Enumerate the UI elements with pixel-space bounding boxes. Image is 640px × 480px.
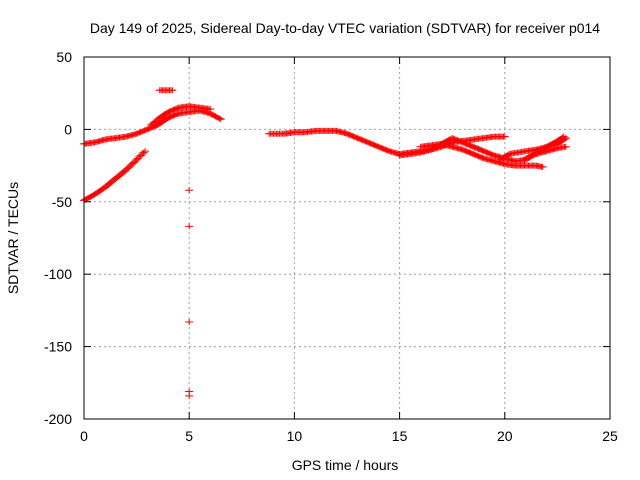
y-tick-label: -100 [44, 266, 72, 282]
data-point [206, 106, 215, 113]
tick-labels: 0 5 10 15 20 25 50 0 -50 -100 -150 -200 [44, 49, 618, 444]
data-point [185, 223, 194, 230]
data-point [215, 115, 224, 122]
y-axis-label: SDTVAR / TECUs [5, 182, 21, 294]
grid [84, 57, 610, 419]
data-point [185, 318, 194, 325]
y-tick-label: 50 [56, 49, 72, 65]
data-point [216, 116, 225, 123]
x-tick-label: 15 [392, 428, 408, 444]
x-tick-label: 20 [497, 428, 513, 444]
data-point [561, 135, 570, 142]
x-tick-label: 0 [80, 428, 88, 444]
data-points [80, 87, 570, 399]
chart-title: Day 149 of 2025, Sidereal Day-to-day VTE… [90, 20, 600, 36]
x-axis-label: GPS time / hours [292, 457, 399, 473]
data-point [560, 136, 569, 143]
y-tick-label: 0 [64, 121, 72, 137]
data-point [185, 392, 194, 399]
data-point [168, 87, 177, 94]
y-tick-label: -50 [52, 194, 72, 210]
x-tick-label: 5 [185, 428, 193, 444]
data-point [185, 187, 194, 194]
data-point [141, 148, 150, 155]
data-point [538, 164, 547, 171]
x-tick-label: 10 [287, 428, 303, 444]
y-tick-label: -200 [44, 411, 72, 427]
data-point [139, 149, 148, 156]
y-tick-label: -150 [44, 339, 72, 355]
plot-frame [83, 56, 611, 420]
data-point [561, 143, 570, 150]
data-point [500, 133, 509, 140]
x-tick-label: 25 [602, 428, 618, 444]
